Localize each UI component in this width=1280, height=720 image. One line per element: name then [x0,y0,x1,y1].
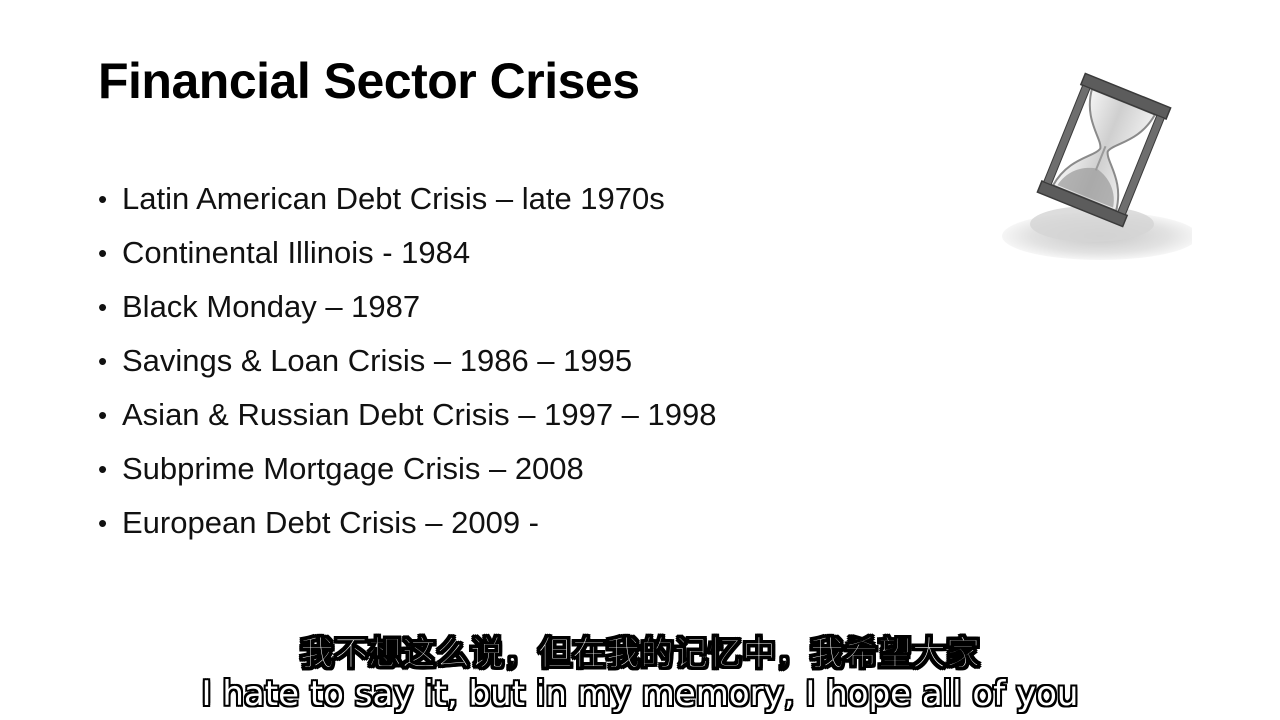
bullet-text: Savings & Loan Crisis – 1986 – 1995 [122,343,633,378]
bullet-icon: • [98,345,108,376]
bullet-icon: • [98,399,108,430]
bullet-text: European Debt Crisis – 2009 - [122,505,540,540]
bullet-icon: • [98,183,108,214]
bullet-text: Black Monday – 1987 [122,289,421,324]
list-item: • European Debt Crisis – 2009 - [98,496,717,550]
bullet-text: Subprime Mortgage Crisis – 2008 [122,451,584,486]
list-item: • Latin American Debt Crisis – late 1970… [98,172,717,226]
bullet-icon: • [98,507,108,538]
slide-title: Financial Sector Crises [98,53,640,109]
list-item: • Savings & Loan Crisis – 1986 – 1995 [98,334,717,388]
list-item: • Continental Illinois - 1984 [98,226,717,280]
bullet-list: • Latin American Debt Crisis – late 1970… [98,172,717,550]
list-item: • Subprime Mortgage Crisis – 2008 [98,442,717,496]
bullet-icon: • [98,237,108,268]
bullet-text: Asian & Russian Debt Crisis – 1997 – 199… [122,397,717,432]
hourglass-icon [1002,72,1192,260]
bullet-icon: • [98,291,108,322]
bullet-text: Continental Illinois - 1984 [122,235,471,270]
subtitle-english: I hate to say it, but in my memory, I ho… [201,674,1079,714]
bullet-icon: • [98,453,108,484]
subtitle-chinese: 我不想这么说，但在我的记忆中，我希望大家 [300,634,981,675]
list-item: • Asian & Russian Debt Crisis – 1997 – 1… [98,388,717,442]
list-item: • Black Monday – 1987 [98,280,717,334]
bullet-text: Latin American Debt Crisis – late 1970s [122,181,665,216]
